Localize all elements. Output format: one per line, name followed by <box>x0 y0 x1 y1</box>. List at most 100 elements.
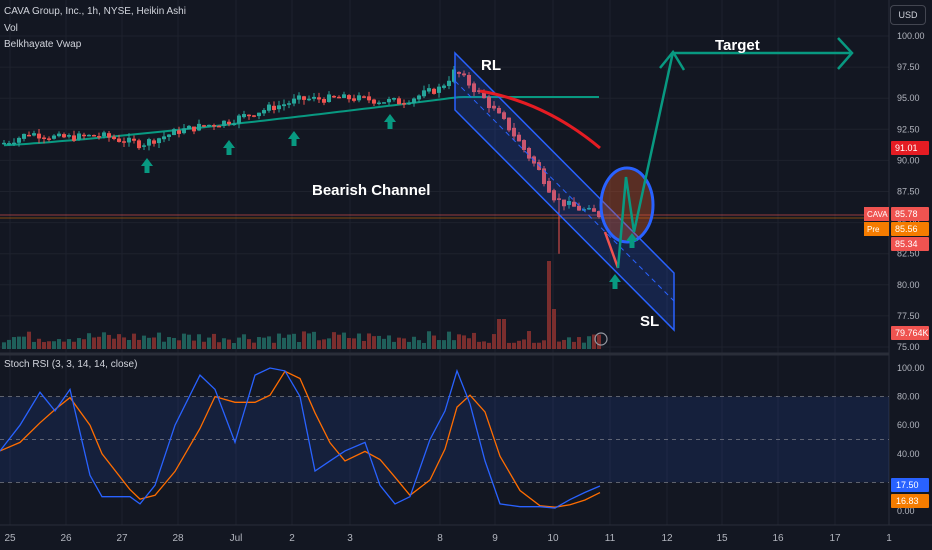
candle-body <box>302 96 306 100</box>
volume-bar <box>547 261 551 349</box>
candle-body <box>167 134 171 137</box>
rsi-tick-label: 40.00 <box>897 449 920 459</box>
candle-body <box>257 112 261 117</box>
candle-body <box>427 88 431 92</box>
volume-bar <box>122 337 126 349</box>
candle-body <box>417 95 421 100</box>
candle-body <box>107 133 111 138</box>
volume-bar <box>502 319 506 349</box>
candle-body <box>42 137 46 139</box>
volume-bar <box>432 335 436 349</box>
candle-body <box>407 102 411 105</box>
volume-bar <box>137 339 141 349</box>
volume-bar <box>572 341 576 349</box>
volume-bar <box>27 331 31 349</box>
target-label: Target <box>715 37 760 54</box>
time-tick-label: 11 <box>605 533 616 544</box>
time-tick-label: 8 <box>437 533 443 544</box>
reversal-circle <box>599 166 655 244</box>
price-axis: 100.0097.5095.0092.5090.0087.5085.0082.5… <box>864 31 929 352</box>
rl-label: RL <box>481 57 501 74</box>
candle-body <box>372 99 376 104</box>
volume-bar <box>192 340 196 349</box>
candle-body <box>182 128 186 134</box>
volume-bar <box>12 337 16 349</box>
volume-bar <box>107 334 111 349</box>
time-tick-label: 3 <box>347 533 353 544</box>
candle-body <box>102 132 106 137</box>
volume-bar <box>252 342 256 349</box>
candle-body <box>267 104 271 111</box>
up-arrow-icon <box>609 274 621 289</box>
up-arrow-icon <box>223 140 235 155</box>
rsi-badge <box>891 478 929 492</box>
candle-body <box>157 138 161 144</box>
volume-bar <box>567 337 571 349</box>
time-tick-label: 10 <box>547 533 559 544</box>
candle-body <box>47 138 51 140</box>
rsi-tick-label: 100.00 <box>897 363 925 373</box>
volume-bar <box>167 337 171 349</box>
price-tick-label: 82.50 <box>897 249 920 259</box>
price-tick-label: 95.00 <box>897 93 920 103</box>
candle-body <box>412 98 416 104</box>
volume-bar <box>322 339 326 349</box>
candle-body <box>512 127 516 137</box>
candle-body <box>507 117 511 131</box>
price-tick-label: 97.50 <box>897 62 920 72</box>
volume-bar <box>362 340 366 349</box>
drop-line <box>603 231 620 269</box>
candle-body <box>82 134 86 137</box>
vwap-legend: Belkhayate Vwap <box>4 39 82 50</box>
up-arrow-icon <box>384 114 396 129</box>
candle-body <box>422 90 426 97</box>
volume-bar <box>82 339 86 349</box>
volume-bar <box>307 333 311 349</box>
volume-bar <box>427 331 431 349</box>
candle-body <box>522 140 526 150</box>
candle-body <box>52 135 56 139</box>
volume-bar <box>22 336 26 349</box>
price-tick-label: 100.00 <box>897 31 925 41</box>
price-badge-value: 85.56 <box>895 224 918 234</box>
volume-bar <box>87 333 91 349</box>
volume-bars <box>2 261 601 349</box>
volume-bar <box>287 334 291 349</box>
candle-body <box>382 102 386 104</box>
rsi-badge-value: 17.50 <box>896 480 919 490</box>
candle-body <box>122 141 126 143</box>
candle-body <box>117 138 121 142</box>
volume-bar <box>227 339 231 349</box>
candles <box>2 65 601 254</box>
sl-label: SL <box>640 313 659 330</box>
resistance-curve <box>479 89 601 150</box>
candle-body <box>142 145 146 147</box>
candle-body <box>327 94 331 103</box>
candle-body <box>492 105 496 109</box>
up-arrow-icon <box>288 131 300 146</box>
price-tick-label: 75.00 <box>897 342 920 352</box>
candle-body <box>262 110 266 114</box>
volume-bar <box>242 334 246 349</box>
candle-body <box>557 198 561 200</box>
price-badge-value: 85.78 <box>895 209 918 219</box>
volume-bar <box>352 338 356 349</box>
volume-bar <box>507 342 511 349</box>
candle-body <box>317 97 321 100</box>
candle-body <box>62 134 66 138</box>
candle-body <box>312 96 316 99</box>
volume-bar <box>112 338 116 349</box>
volume-bar <box>577 337 581 349</box>
time-tick-label: 1 <box>886 533 892 544</box>
candle-body <box>377 102 381 105</box>
volume-bar <box>142 335 146 349</box>
currency-button[interactable]: USD <box>890 5 926 25</box>
volume-bar <box>412 336 416 349</box>
candle-body <box>482 91 486 99</box>
up-arrow-icon <box>626 233 638 248</box>
time-tick-label: 15 <box>716 533 728 544</box>
chart-title: CAVA Group, Inc., 1h, NYSE, Heikin Ashi <box>4 6 186 17</box>
volume-bar <box>592 334 596 349</box>
